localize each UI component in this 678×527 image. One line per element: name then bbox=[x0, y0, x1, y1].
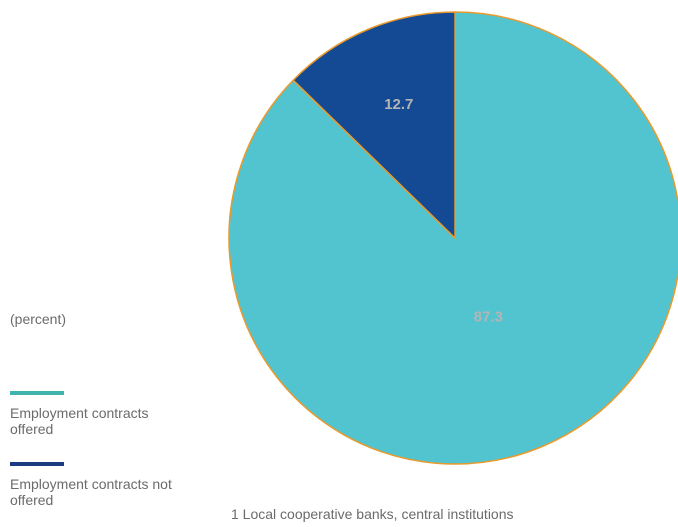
legend-item-not-offered: Employment contracts not offered bbox=[10, 462, 190, 508]
legend-swatch-not-offered bbox=[10, 462, 64, 466]
unit-label: (percent) bbox=[10, 311, 67, 327]
legend-label-not-offered: Employment contracts not offered bbox=[10, 476, 172, 508]
legend-swatch-offered bbox=[10, 391, 64, 395]
footnote: 1 Local cooperative banks, central insti… bbox=[231, 506, 514, 522]
slice-label-offered: 87.3 bbox=[474, 309, 503, 326]
pie-slice-offered bbox=[228, 11, 678, 465]
legend-item-offered: Employment contracts offered bbox=[10, 391, 190, 437]
slice-label-not-offered: 12.7 bbox=[384, 96, 413, 113]
legend-label-offered: Employment contracts offered bbox=[10, 405, 149, 437]
pie-slice-not-offered bbox=[292, 11, 456, 239]
